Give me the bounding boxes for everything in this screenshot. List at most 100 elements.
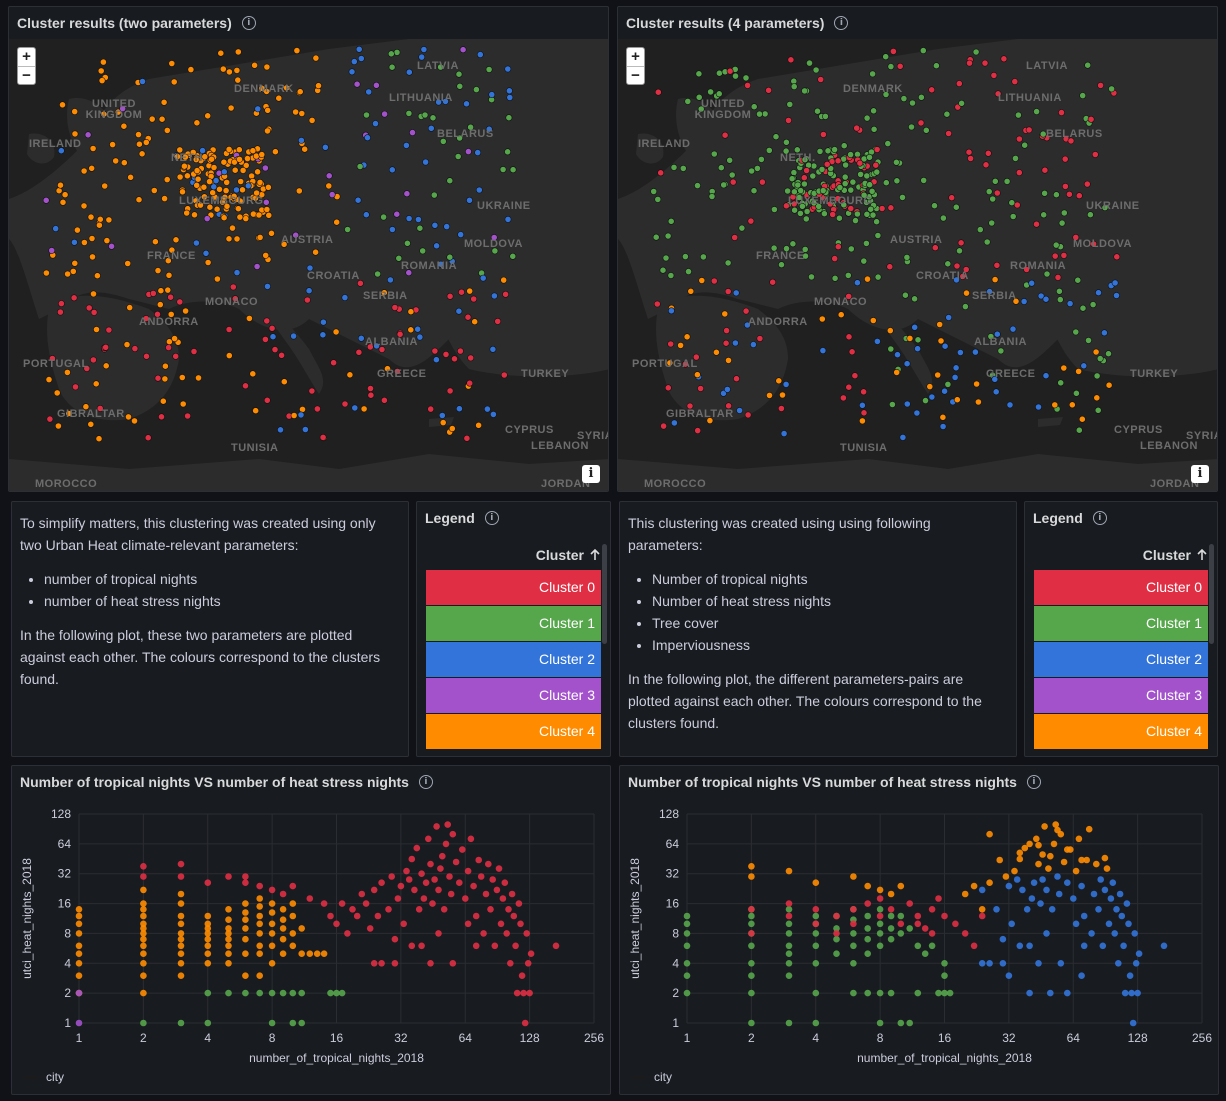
- city-marker[interactable]: [772, 133, 780, 141]
- city-marker[interactable]: [93, 326, 100, 333]
- city-marker[interactable]: [200, 193, 208, 201]
- city-marker[interactable]: [922, 126, 930, 134]
- data-point[interactable]: [785, 950, 793, 957]
- city-marker[interactable]: [957, 239, 965, 247]
- city-marker[interactable]: [716, 69, 723, 77]
- city-marker[interactable]: [821, 113, 829, 120]
- city-marker[interactable]: [782, 147, 790, 155]
- city-marker[interactable]: [388, 166, 396, 174]
- data-point[interactable]: [999, 935, 1007, 943]
- data-point[interactable]: [204, 935, 212, 943]
- city-marker[interactable]: [65, 410, 73, 417]
- city-marker[interactable]: [777, 405, 785, 412]
- data-point[interactable]: [928, 906, 936, 913]
- city-marker[interactable]: [505, 87, 513, 95]
- city-marker[interactable]: [416, 224, 424, 232]
- city-marker[interactable]: [170, 78, 178, 86]
- series-legend[interactable]: city: [632, 1070, 672, 1084]
- data-point[interactable]: [1113, 906, 1120, 913]
- city-marker[interactable]: [721, 131, 729, 139]
- city-marker[interactable]: [179, 400, 187, 408]
- data-point[interactable]: [408, 855, 416, 863]
- city-marker[interactable]: [280, 240, 288, 248]
- data-point[interactable]: [517, 920, 524, 928]
- city-marker[interactable]: [911, 323, 919, 331]
- city-marker[interactable]: [955, 80, 963, 87]
- data-point[interactable]: [748, 912, 755, 920]
- data-point[interactable]: [177, 873, 185, 880]
- data-point[interactable]: [400, 920, 408, 928]
- city-marker[interactable]: [882, 179, 890, 187]
- data-point[interactable]: [279, 989, 287, 997]
- data-point[interactable]: [204, 925, 212, 932]
- city-marker[interactable]: [265, 211, 273, 219]
- data-point[interactable]: [427, 860, 434, 868]
- city-marker[interactable]: [220, 214, 228, 222]
- data-point[interactable]: [1072, 920, 1080, 928]
- city-marker[interactable]: [222, 187, 230, 194]
- city-marker[interactable]: [1000, 55, 1008, 63]
- city-marker[interactable]: [784, 187, 791, 195]
- city-marker[interactable]: [464, 148, 472, 155]
- data-point[interactable]: [298, 925, 306, 932]
- city-marker[interactable]: [313, 405, 321, 413]
- city-marker[interactable]: [466, 379, 474, 387]
- city-marker[interactable]: [105, 216, 113, 224]
- data-point[interactable]: [333, 989, 340, 997]
- city-marker[interactable]: [820, 210, 828, 218]
- city-marker[interactable]: [439, 419, 447, 426]
- city-marker[interactable]: [1058, 219, 1066, 227]
- city-marker[interactable]: [195, 374, 202, 382]
- city-marker[interactable]: [233, 235, 241, 243]
- city-marker[interactable]: [264, 106, 272, 114]
- city-marker[interactable]: [971, 348, 979, 356]
- city-marker[interactable]: [1052, 241, 1060, 249]
- city-marker[interactable]: [986, 288, 993, 295]
- city-marker[interactable]: [485, 66, 493, 73]
- series-legend[interactable]: city: [24, 1070, 64, 1084]
- city-marker[interactable]: [204, 112, 212, 120]
- data-point[interactable]: [683, 920, 691, 928]
- city-marker[interactable]: [815, 202, 823, 210]
- city-marker[interactable]: [988, 219, 996, 227]
- city-marker[interactable]: [917, 119, 925, 127]
- city-marker[interactable]: [914, 345, 921, 353]
- city-marker[interactable]: [249, 147, 257, 155]
- city-marker[interactable]: [71, 130, 79, 138]
- data-point[interactable]: [279, 925, 287, 932]
- city-marker[interactable]: [1039, 130, 1047, 138]
- city-marker[interactable]: [239, 166, 247, 174]
- data-point[interactable]: [748, 989, 755, 997]
- city-marker[interactable]: [109, 141, 116, 148]
- city-marker[interactable]: [874, 273, 882, 281]
- city-marker[interactable]: [95, 435, 103, 443]
- city-marker[interactable]: [736, 407, 743, 414]
- city-marker[interactable]: [269, 333, 277, 341]
- city-marker[interactable]: [931, 202, 938, 210]
- city-marker[interactable]: [994, 90, 1002, 98]
- city-marker[interactable]: [387, 50, 395, 58]
- city-marker[interactable]: [845, 333, 853, 341]
- data-point[interactable]: [785, 960, 793, 967]
- data-point[interactable]: [256, 950, 263, 957]
- city-marker[interactable]: [1113, 253, 1121, 261]
- city-marker[interactable]: [991, 375, 999, 383]
- data-point[interactable]: [1016, 849, 1024, 857]
- data-point[interactable]: [1043, 886, 1050, 894]
- city-marker[interactable]: [328, 191, 336, 198]
- city-marker[interactable]: [974, 398, 982, 406]
- city-marker[interactable]: [847, 151, 854, 158]
- city-marker[interactable]: [657, 169, 665, 177]
- city-marker[interactable]: [479, 274, 487, 282]
- data-point[interactable]: [1016, 855, 1024, 863]
- city-marker[interactable]: [800, 174, 808, 182]
- data-point[interactable]: [256, 903, 263, 910]
- data-point[interactable]: [225, 916, 232, 923]
- city-marker[interactable]: [290, 412, 298, 419]
- city-marker[interactable]: [756, 110, 763, 118]
- city-marker[interactable]: [154, 267, 162, 274]
- city-marker[interactable]: [295, 187, 303, 195]
- data-point[interactable]: [1002, 873, 1010, 880]
- data-point[interactable]: [812, 942, 820, 950]
- city-marker[interactable]: [308, 117, 316, 124]
